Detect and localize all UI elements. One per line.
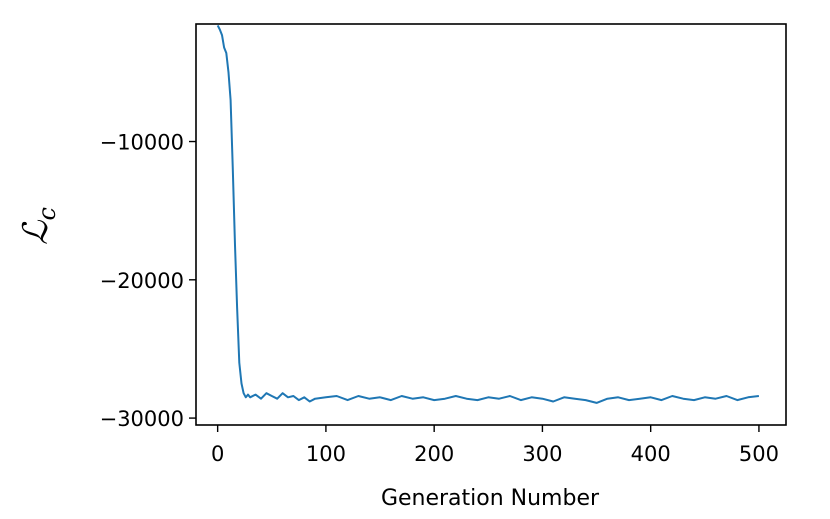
y-axis: −10000 −20000 −30000 [100,131,196,431]
x-axis: 0 100 200 300 400 500 [211,425,779,466]
x-axis-label: Generation Number [381,486,600,511]
x-tick-label: 0 [211,442,224,466]
y-tick-label: −30000 [100,407,184,431]
x-tick-label: 400 [631,442,671,466]
y-axis-label: ℒc [16,207,61,245]
y-tick-label: −10000 [100,131,184,155]
x-tick-label: 100 [306,442,346,466]
x-tick-label: 500 [739,442,779,466]
x-tick-label: 200 [414,442,454,466]
series-line [216,24,760,404]
y-axis-label-main: ℒ [16,219,56,245]
y-axis-label-subscript: c [33,207,61,220]
plot-frame [195,23,787,426]
x-tick-label: 300 [522,442,562,466]
plot-area [195,23,787,426]
y-tick-label: −20000 [100,269,184,293]
